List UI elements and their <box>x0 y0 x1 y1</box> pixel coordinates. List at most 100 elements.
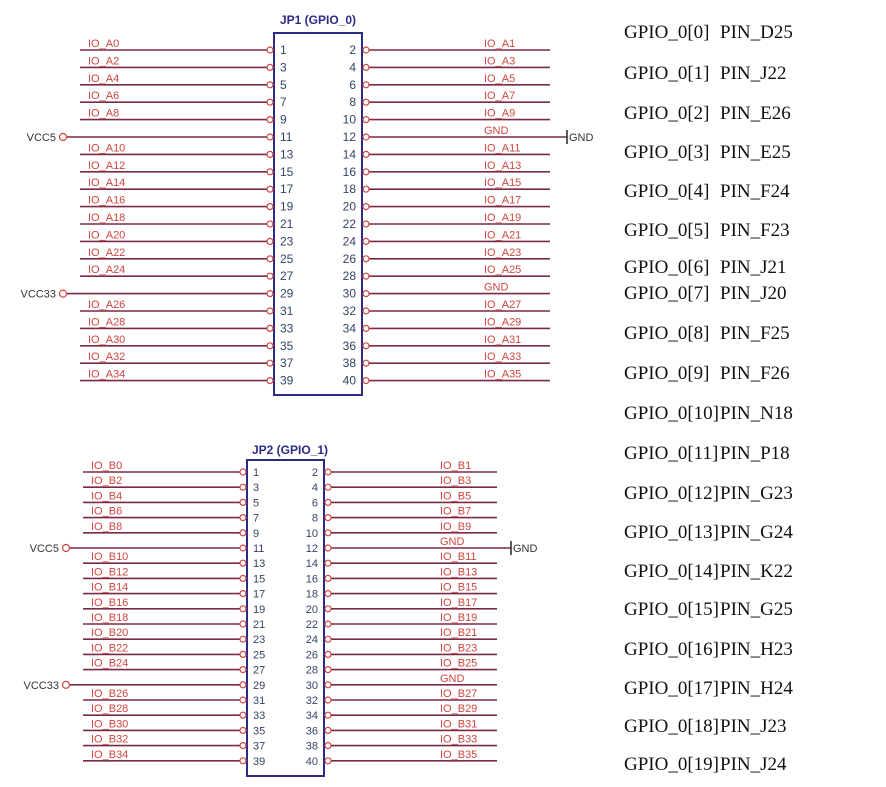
pin-number: 16 <box>343 165 357 179</box>
net-label: IO_B33 <box>440 734 477 746</box>
pin-terminal-11 <box>266 133 274 141</box>
gpio-signal-name: GPIO_0[15] <box>624 599 719 620</box>
pin-terminal-19 <box>266 203 274 211</box>
net-label: IO_B16 <box>91 597 128 609</box>
pin-number: 32 <box>343 304 357 318</box>
pin-terminal-13 <box>239 559 247 567</box>
power-label: VCC5 <box>30 543 59 555</box>
net-label: IO_A25 <box>484 264 521 276</box>
pin-number: 40 <box>343 374 357 388</box>
pin-number: 40 <box>306 756 318 768</box>
net-label: IO_B28 <box>91 703 128 715</box>
gpio-signal-name: GPIO_0[7] <box>624 283 710 304</box>
net-label: IO_A6 <box>88 90 119 102</box>
net-label: IO_A35 <box>484 369 521 381</box>
pin-terminal-23 <box>266 237 274 245</box>
net-label: IO_B30 <box>91 718 128 730</box>
pin-number: 19 <box>253 604 265 616</box>
fpga-pin-name: PIN_K22 <box>720 561 793 582</box>
pin-terminal-19 <box>239 605 247 613</box>
pin-map-row: GPIO_0[3] PIN_E25 <box>624 142 791 164</box>
net-label: GND <box>440 673 465 685</box>
net-label: IO_A24 <box>88 264 125 276</box>
connector-body <box>246 459 325 777</box>
pin-map-row: GPIO_0[1] PIN_J22 <box>624 63 787 85</box>
pin-number: 11 <box>253 543 264 555</box>
pin-terminal-5 <box>239 498 247 506</box>
pin-number: 4 <box>349 60 356 74</box>
net-label: IO_A12 <box>88 160 125 172</box>
pin-map-row: GPIO_0[8] PIN_F25 <box>624 323 790 345</box>
fpga-pin-name: PIN_F25 <box>720 323 790 344</box>
pin-number: 9 <box>253 528 259 540</box>
gpio-signal-name: GPIO_0[2] <box>624 103 710 124</box>
net-label: IO_A1 <box>484 38 515 50</box>
pin-terminal-33 <box>239 711 247 719</box>
power-port-icon <box>58 289 68 298</box>
pin-number: 9 <box>280 113 287 127</box>
fpga-pin-name: PIN_E26 <box>720 103 791 124</box>
pin-map-row: GPIO_0[17]PIN_H24 <box>624 678 793 700</box>
net-label: IO_A5 <box>484 73 515 85</box>
net-label: GND <box>440 536 465 548</box>
pin-number: 19 <box>280 200 294 214</box>
pin-terminal-2 <box>362 46 370 54</box>
pin-terminal-36 <box>362 342 370 350</box>
net-label: IO_A13 <box>484 160 521 172</box>
pin-number: 34 <box>343 321 357 335</box>
gpio-signal-name: GPIO_0[12] <box>624 483 719 504</box>
pin-terminal-32 <box>324 696 332 704</box>
net-label: IO_B25 <box>440 658 477 670</box>
net-label: IO_B18 <box>91 612 128 624</box>
pin-terminal-18 <box>324 589 332 598</box>
pin-number: 5 <box>280 78 287 92</box>
gpio-signal-name: GPIO_0[9] <box>624 363 710 384</box>
pin-number: 10 <box>343 113 357 127</box>
pin-number: 20 <box>343 200 357 214</box>
pin-terminal-16 <box>324 574 332 583</box>
net-label: IO_A14 <box>88 177 125 189</box>
pin-number: 1 <box>280 43 287 57</box>
gpio-signal-name: GPIO_0[0] <box>624 22 710 43</box>
pin-number: 3 <box>280 60 287 74</box>
pin-number: 20 <box>306 604 318 616</box>
fpga-pin-name: PIN_G23 <box>720 483 793 504</box>
fpga-pin-name: PIN_J21 <box>720 257 787 278</box>
pin-terminal-20 <box>324 605 332 613</box>
gpio-signal-name: GPIO_0[3] <box>624 142 710 163</box>
pin-terminal-17 <box>266 185 274 193</box>
pin-number: 31 <box>253 695 265 707</box>
pin-number: 27 <box>280 269 294 283</box>
pin-terminal-8 <box>324 513 332 522</box>
net-label: IO_A9 <box>484 108 515 120</box>
gpio-signal-name: GPIO_0[4] <box>624 181 710 202</box>
ground-label: GND <box>513 543 538 555</box>
pin-map-row: GPIO_0[18]PIN_J23 <box>624 716 787 738</box>
pin-number: 22 <box>343 217 357 231</box>
power-label: VCC33 <box>24 680 59 692</box>
net-label: IO_B19 <box>440 612 477 624</box>
pin-map-row: GPIO_0[6] PIN_J21 <box>624 257 787 279</box>
pin-number: 25 <box>280 252 294 266</box>
pin-terminal-1 <box>266 46 274 54</box>
power-label: VCC5 <box>27 132 56 144</box>
pin-terminal-4 <box>362 63 370 72</box>
pin-number: 5 <box>253 497 259 509</box>
net-label: IO_B6 <box>91 506 122 518</box>
net-label: IO_A10 <box>88 142 125 154</box>
net-label: IO_B8 <box>91 521 122 533</box>
pin-number: 17 <box>280 182 294 196</box>
pin-number: 33 <box>280 321 294 335</box>
net-label: IO_B14 <box>91 582 128 594</box>
gpio-signal-name: GPIO_0[8] <box>624 323 710 344</box>
power-port-icon <box>58 132 68 142</box>
pin-terminal-22 <box>324 620 332 628</box>
pin-terminal-32 <box>362 307 370 315</box>
pin-number: 23 <box>280 234 294 248</box>
net-label: IO_B0 <box>91 460 122 472</box>
pin-number: 8 <box>349 95 356 109</box>
pin-terminal-6 <box>324 498 332 506</box>
pin-terminal-17 <box>239 589 247 598</box>
pin-number: 21 <box>253 619 265 631</box>
pin-map-row: GPIO_0[9] PIN_F26 <box>624 363 790 385</box>
